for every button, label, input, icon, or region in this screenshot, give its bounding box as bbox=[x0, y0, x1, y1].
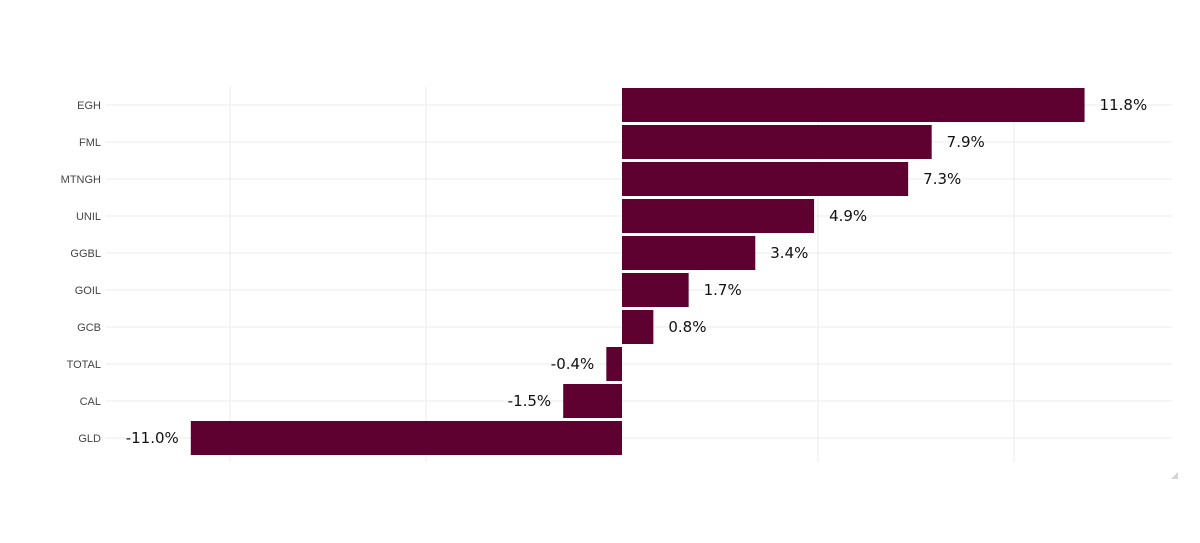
bar-goil[interactable] bbox=[622, 273, 689, 307]
value-label: -11.0% bbox=[126, 429, 179, 447]
category-label: GCB bbox=[77, 322, 101, 334]
value-label: 0.8% bbox=[668, 318, 706, 336]
category-label: TOTAL bbox=[67, 359, 101, 371]
value-label: 7.9% bbox=[947, 133, 985, 151]
bar-ggbl[interactable] bbox=[622, 236, 756, 270]
category-label: GOIL bbox=[75, 285, 101, 297]
value-label: 11.8% bbox=[1100, 96, 1148, 114]
category-label: GGBL bbox=[70, 248, 101, 260]
bar-gcb[interactable] bbox=[622, 310, 654, 344]
category-label: UNIL bbox=[76, 211, 101, 223]
category-label: GLD bbox=[78, 433, 101, 445]
value-label: 7.3% bbox=[923, 170, 961, 188]
label-layer: EGH 11.8% FML 7.9% MTNGH 7.3% UNIL 4.9% GGBL 3.4%… bbox=[61, 96, 1148, 447]
category-label: CAL bbox=[80, 396, 101, 408]
value-label: 1.7% bbox=[704, 281, 742, 299]
bar-layer bbox=[190, 88, 1085, 455]
category-label: FML bbox=[79, 137, 101, 149]
category-label: MTNGH bbox=[61, 174, 101, 186]
category-label: EGH bbox=[77, 100, 101, 112]
bar-mtngh[interactable] bbox=[622, 162, 909, 196]
resize-handle[interactable] bbox=[1171, 472, 1178, 479]
bar-fml[interactable] bbox=[622, 125, 932, 159]
value-label: 3.4% bbox=[770, 244, 808, 262]
value-label: -0.4% bbox=[551, 355, 595, 373]
bar-cal[interactable] bbox=[563, 384, 622, 418]
value-label: -1.5% bbox=[508, 392, 552, 410]
bar-gld[interactable] bbox=[190, 421, 623, 455]
value-label: 4.9% bbox=[829, 207, 867, 225]
bar-total[interactable] bbox=[606, 347, 622, 381]
bar-egh[interactable] bbox=[622, 88, 1085, 122]
bar-unil[interactable] bbox=[622, 199, 815, 233]
